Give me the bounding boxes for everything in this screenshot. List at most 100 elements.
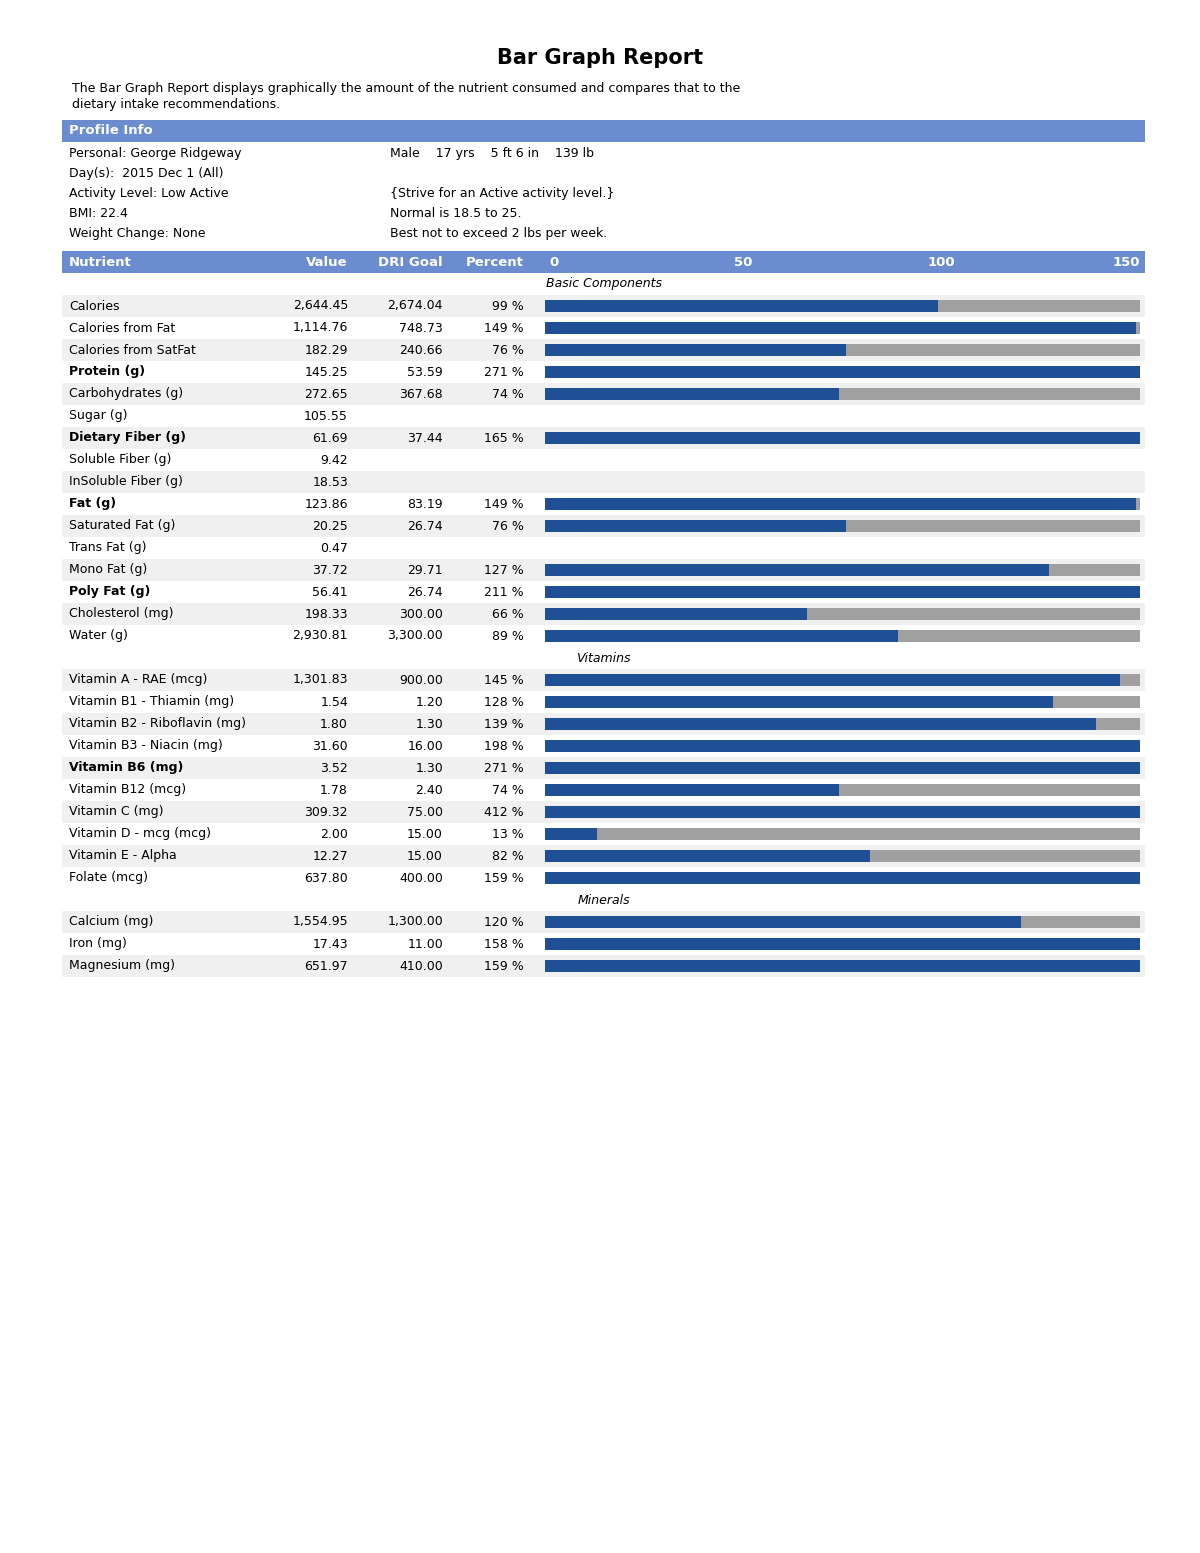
Bar: [545, 784, 839, 795]
Bar: [545, 367, 1140, 377]
Text: Vitamin B1 - Thiamin (mg): Vitamin B1 - Thiamin (mg): [70, 696, 234, 708]
Text: 20.25: 20.25: [312, 520, 348, 533]
Bar: [545, 432, 1140, 444]
Text: Activity Level: Low Active: Activity Level: Low Active: [70, 186, 228, 200]
Bar: [62, 912, 1145, 933]
Bar: [545, 960, 1140, 972]
Bar: [62, 360, 1145, 384]
Text: 748.73: 748.73: [400, 321, 443, 334]
Bar: [545, 520, 846, 531]
Bar: [62, 581, 1145, 603]
Text: Vitamin B2 - Riboflavin (mg): Vitamin B2 - Riboflavin (mg): [70, 717, 246, 730]
Bar: [545, 741, 1140, 752]
Text: Minerals: Minerals: [577, 893, 630, 907]
Text: 74 %: 74 %: [492, 388, 524, 401]
Text: 1.54: 1.54: [320, 696, 348, 708]
Text: 2.00: 2.00: [320, 828, 348, 840]
Text: 139 %: 139 %: [485, 717, 524, 730]
Text: 271 %: 271 %: [485, 761, 524, 775]
Text: 9.42: 9.42: [320, 453, 348, 466]
Bar: [545, 938, 1140, 950]
Bar: [545, 916, 1140, 927]
Text: Poly Fat (g): Poly Fat (g): [70, 585, 150, 598]
Text: 12.27: 12.27: [312, 849, 348, 862]
Bar: [62, 867, 1145, 888]
Text: Basic Components: Basic Components: [546, 278, 661, 290]
Text: 2,930.81: 2,930.81: [293, 629, 348, 643]
Bar: [62, 120, 1145, 141]
Text: Vitamin E - Alpha: Vitamin E - Alpha: [70, 849, 176, 862]
Bar: [62, 252, 1145, 273]
Text: 159 %: 159 %: [485, 960, 524, 972]
Text: 367.68: 367.68: [400, 388, 443, 401]
Text: 31.60: 31.60: [312, 739, 348, 753]
Bar: [545, 873, 1140, 884]
Text: 158 %: 158 %: [484, 938, 524, 950]
Bar: [545, 719, 1140, 730]
Bar: [545, 851, 870, 862]
Text: Weight Change: None: Weight Change: None: [70, 227, 205, 241]
Bar: [545, 960, 1140, 972]
Text: Personal: George Ridgeway: Personal: George Ridgeway: [70, 148, 241, 160]
Bar: [62, 780, 1145, 801]
Text: Vitamin C (mg): Vitamin C (mg): [70, 806, 163, 818]
Text: 240.66: 240.66: [400, 343, 443, 357]
Bar: [62, 339, 1145, 360]
Bar: [62, 648, 1145, 669]
Bar: [62, 888, 1145, 912]
Text: 16.00: 16.00: [407, 739, 443, 753]
Bar: [545, 323, 1136, 334]
Text: 2,674.04: 2,674.04: [388, 300, 443, 312]
Text: 105.55: 105.55: [304, 410, 348, 422]
Bar: [545, 520, 1140, 531]
Text: 1,554.95: 1,554.95: [293, 916, 348, 929]
Bar: [62, 933, 1145, 955]
Text: Mono Fat (g): Mono Fat (g): [70, 564, 148, 576]
Text: Iron (mg): Iron (mg): [70, 938, 127, 950]
Text: 120 %: 120 %: [485, 916, 524, 929]
Text: Cholesterol (mg): Cholesterol (mg): [70, 607, 174, 621]
Text: 76 %: 76 %: [492, 343, 524, 357]
Text: 26.74: 26.74: [407, 520, 443, 533]
Text: 37.72: 37.72: [312, 564, 348, 576]
Bar: [545, 609, 1140, 620]
Bar: [62, 492, 1145, 516]
Text: 182.29: 182.29: [305, 343, 348, 357]
Text: 123.86: 123.86: [305, 497, 348, 511]
Bar: [62, 559, 1145, 581]
Text: Vitamin B6 (mg): Vitamin B6 (mg): [70, 761, 184, 775]
Bar: [545, 674, 1140, 686]
Bar: [62, 735, 1145, 756]
Text: Saturated Fat (g): Saturated Fat (g): [70, 520, 175, 533]
Bar: [62, 537, 1145, 559]
Bar: [545, 323, 1140, 334]
Text: 76 %: 76 %: [492, 520, 524, 533]
Text: 128 %: 128 %: [485, 696, 524, 708]
Text: dietary intake recommendations.: dietary intake recommendations.: [72, 98, 280, 110]
Bar: [545, 631, 898, 641]
Text: 198.33: 198.33: [305, 607, 348, 621]
Bar: [62, 516, 1145, 537]
Text: Male    17 yrs    5 ft 6 in    139 lb: Male 17 yrs 5 ft 6 in 139 lb: [390, 148, 594, 160]
Text: 145 %: 145 %: [485, 674, 524, 686]
Text: Water (g): Water (g): [70, 629, 128, 643]
Text: 13 %: 13 %: [492, 828, 524, 840]
Text: The Bar Graph Report displays graphically the amount of the nutrient consumed an: The Bar Graph Report displays graphicall…: [72, 82, 740, 95]
Bar: [545, 674, 1120, 686]
Text: 900.00: 900.00: [400, 674, 443, 686]
Bar: [545, 345, 1140, 356]
Bar: [545, 499, 1140, 509]
Text: 1.80: 1.80: [320, 717, 348, 730]
Bar: [62, 603, 1145, 624]
Text: 3,300.00: 3,300.00: [388, 629, 443, 643]
Bar: [62, 756, 1145, 780]
Text: Dietary Fiber (g): Dietary Fiber (g): [70, 432, 186, 444]
Bar: [62, 317, 1145, 339]
Text: 1,300.00: 1,300.00: [388, 916, 443, 929]
Text: 412 %: 412 %: [485, 806, 524, 818]
Text: 145.25: 145.25: [305, 365, 348, 379]
Bar: [62, 845, 1145, 867]
Bar: [62, 624, 1145, 648]
Text: 2.40: 2.40: [415, 784, 443, 797]
Text: 18.53: 18.53: [312, 475, 348, 489]
